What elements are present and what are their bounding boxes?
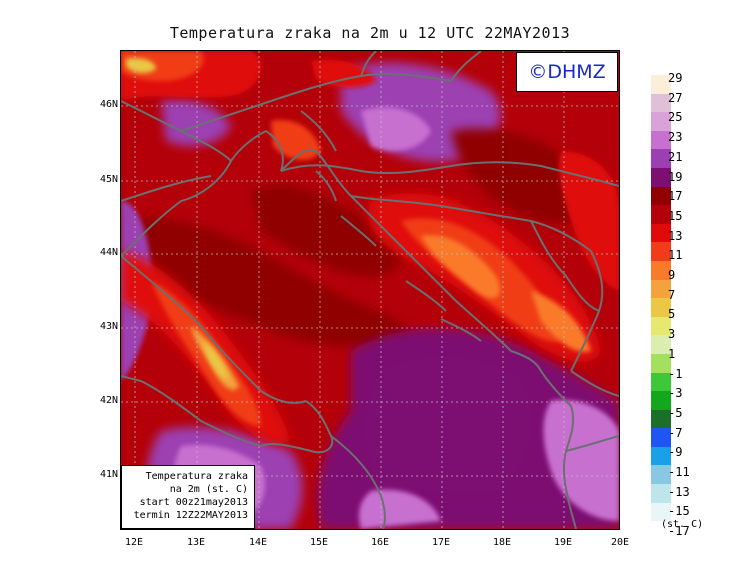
legend-label: -15 bbox=[668, 504, 690, 519]
legend-swatch bbox=[651, 279, 671, 299]
legend-label: -11 bbox=[668, 465, 690, 479]
legend-unit: (st. C) bbox=[661, 519, 704, 530]
legend-label: 17 bbox=[668, 189, 683, 204]
legend-swatch bbox=[651, 316, 671, 336]
legend-label: 29 bbox=[668, 71, 683, 85]
lon-label-19e: 19E bbox=[553, 537, 573, 548]
legend-swatch bbox=[651, 428, 671, 447]
graticule bbox=[121, 51, 619, 529]
legend-label: -13 bbox=[668, 484, 690, 499]
legend-swatch bbox=[651, 223, 671, 243]
legend-swatch bbox=[651, 93, 671, 113]
legend-label: 13 bbox=[668, 228, 683, 243]
lat-label-44n: 44N bbox=[99, 247, 118, 258]
legend-swatch bbox=[651, 391, 671, 410]
info-box: Temperatura zraka na 2m (st. C) start 00… bbox=[121, 465, 255, 529]
legend-swatch bbox=[651, 446, 671, 466]
color-legend bbox=[651, 75, 671, 522]
legend-label: 5 bbox=[668, 307, 676, 322]
lon-label-18e: 18E bbox=[492, 537, 512, 548]
legend-label: 11 bbox=[668, 248, 683, 263]
legend-swatch bbox=[651, 409, 671, 429]
lon-label-12e: 12E bbox=[124, 537, 144, 548]
legend-swatch bbox=[651, 75, 671, 94]
lat-label-43n: 43N bbox=[99, 321, 118, 332]
info-line-termin: termin 12Z22MAY2013 bbox=[133, 510, 248, 521]
legend-swatch bbox=[651, 186, 671, 206]
legend-swatch bbox=[651, 112, 671, 131]
legend-swatch bbox=[651, 298, 671, 317]
legend-label: 7 bbox=[668, 287, 676, 302]
map-title: Temperatura zraka na 2m u 12 UTC 22MAY20… bbox=[169, 24, 571, 42]
legend-label: 9 bbox=[668, 268, 676, 282]
legend-label: -3 bbox=[668, 386, 683, 401]
legend-label: -5 bbox=[668, 405, 683, 420]
lat-label-41n: 41N bbox=[99, 469, 118, 480]
coastlines-borders bbox=[121, 51, 619, 529]
legend-label: -1 bbox=[668, 366, 683, 381]
legend-label: 1 bbox=[668, 346, 676, 361]
info-line-variable: Temperatura zraka bbox=[145, 471, 248, 482]
lon-label-13e: 13E bbox=[186, 537, 206, 548]
legend-swatch bbox=[651, 465, 671, 485]
legend-swatch bbox=[651, 149, 671, 168]
legend-label: 15 bbox=[668, 208, 683, 223]
legend-label: 27 bbox=[668, 90, 683, 105]
info-line-units: na 2m (st. C) bbox=[169, 484, 248, 495]
lat-label-42n: 42N bbox=[99, 395, 118, 406]
lat-label-46n: 46N bbox=[99, 99, 118, 110]
legend-label: -9 bbox=[668, 445, 683, 460]
legend-label: 21 bbox=[668, 149, 683, 164]
dhmz-logo: ©DHMZ bbox=[516, 52, 618, 92]
lon-label-17e: 17E bbox=[431, 537, 451, 548]
lon-label-14e: 14E bbox=[248, 537, 268, 548]
temperature-field bbox=[121, 51, 619, 529]
legend-label: 3 bbox=[668, 327, 676, 342]
info-line-start: start 00z21may2013 bbox=[139, 497, 248, 508]
legend-label: -7 bbox=[668, 425, 683, 440]
legend-swatch bbox=[651, 353, 671, 373]
legend-swatch bbox=[651, 205, 671, 224]
legend-label: 23 bbox=[668, 130, 683, 145]
lon-label-20e: 20E bbox=[610, 537, 630, 548]
legend-swatch bbox=[651, 335, 671, 354]
legend-swatch bbox=[651, 502, 671, 522]
lon-label-16e: 16E bbox=[370, 537, 390, 548]
temperature-map bbox=[120, 50, 620, 530]
legend-label: 25 bbox=[668, 110, 683, 125]
legend-swatch bbox=[651, 260, 671, 280]
legend-swatch bbox=[651, 372, 671, 392]
legend-swatch bbox=[651, 484, 671, 503]
lon-label-15e: 15E bbox=[309, 537, 329, 548]
lat-label-45n: 45N bbox=[99, 174, 118, 185]
legend-label: -17 bbox=[668, 524, 690, 539]
legend-swatch bbox=[651, 242, 671, 261]
legend-label: 19 bbox=[668, 169, 683, 184]
legend-swatch bbox=[651, 130, 671, 150]
legend-swatch bbox=[651, 167, 671, 187]
